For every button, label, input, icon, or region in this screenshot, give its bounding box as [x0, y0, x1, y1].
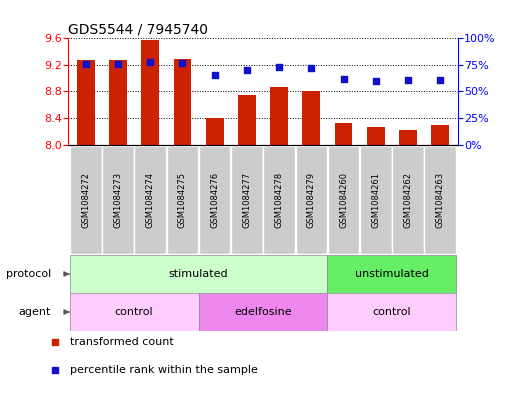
Bar [327, 293, 457, 331]
Text: control: control [115, 307, 153, 317]
Text: GSM1084262: GSM1084262 [404, 172, 412, 228]
Text: transformed count: transformed count [70, 338, 174, 347]
Text: GSM1084279: GSM1084279 [307, 172, 316, 228]
Bar [206, 118, 224, 145]
Bar [295, 146, 327, 254]
Point [307, 65, 315, 71]
Bar [303, 92, 320, 145]
Text: agent: agent [18, 307, 51, 317]
Text: GSM1084274: GSM1084274 [146, 172, 155, 228]
Bar [102, 146, 134, 254]
Point [114, 61, 122, 67]
Text: GSM1084276: GSM1084276 [210, 172, 219, 228]
Text: protocol: protocol [6, 269, 51, 279]
Bar [392, 146, 424, 254]
Point [404, 77, 412, 83]
Text: GSM1084273: GSM1084273 [113, 172, 123, 228]
Bar [173, 59, 191, 145]
Point [179, 59, 187, 66]
Point [146, 59, 154, 65]
Point [210, 72, 219, 79]
Text: GSM1084261: GSM1084261 [371, 172, 380, 228]
Point [275, 64, 283, 70]
Text: unstimulated: unstimulated [355, 269, 429, 279]
Text: GSM1084275: GSM1084275 [178, 172, 187, 228]
Bar [141, 40, 159, 145]
Bar [231, 146, 263, 254]
Bar [270, 87, 288, 145]
Text: GSM1084277: GSM1084277 [242, 172, 251, 228]
Bar [70, 255, 327, 293]
Text: stimulated: stimulated [169, 269, 228, 279]
Point [82, 61, 90, 67]
Bar [360, 146, 391, 254]
Text: GSM1084278: GSM1084278 [274, 172, 284, 228]
Text: edelfosine: edelfosine [234, 307, 292, 317]
Point [51, 339, 60, 345]
Point [51, 367, 60, 373]
Text: percentile rank within the sample: percentile rank within the sample [70, 365, 258, 375]
Text: GSM1084260: GSM1084260 [339, 172, 348, 228]
Point [436, 77, 444, 83]
Bar [70, 293, 199, 331]
Bar [70, 146, 102, 254]
Point [372, 78, 380, 84]
Bar [334, 123, 352, 145]
Bar [263, 146, 295, 254]
Text: GDS5544 / 7945740: GDS5544 / 7945740 [68, 23, 208, 37]
Bar [431, 125, 449, 145]
Bar [424, 146, 456, 254]
Bar [134, 146, 166, 254]
Bar [109, 60, 127, 145]
Bar [199, 146, 230, 254]
Point [243, 67, 251, 73]
Bar [238, 95, 256, 145]
Bar [367, 127, 385, 145]
Text: GSM1084263: GSM1084263 [436, 172, 445, 228]
Text: GSM1084272: GSM1084272 [81, 172, 90, 228]
Bar [199, 293, 327, 331]
Bar [328, 146, 360, 254]
Bar [77, 60, 94, 145]
Bar [167, 146, 198, 254]
Bar [327, 255, 457, 293]
Text: control: control [372, 307, 411, 317]
Bar [399, 130, 417, 145]
Point [340, 75, 348, 82]
